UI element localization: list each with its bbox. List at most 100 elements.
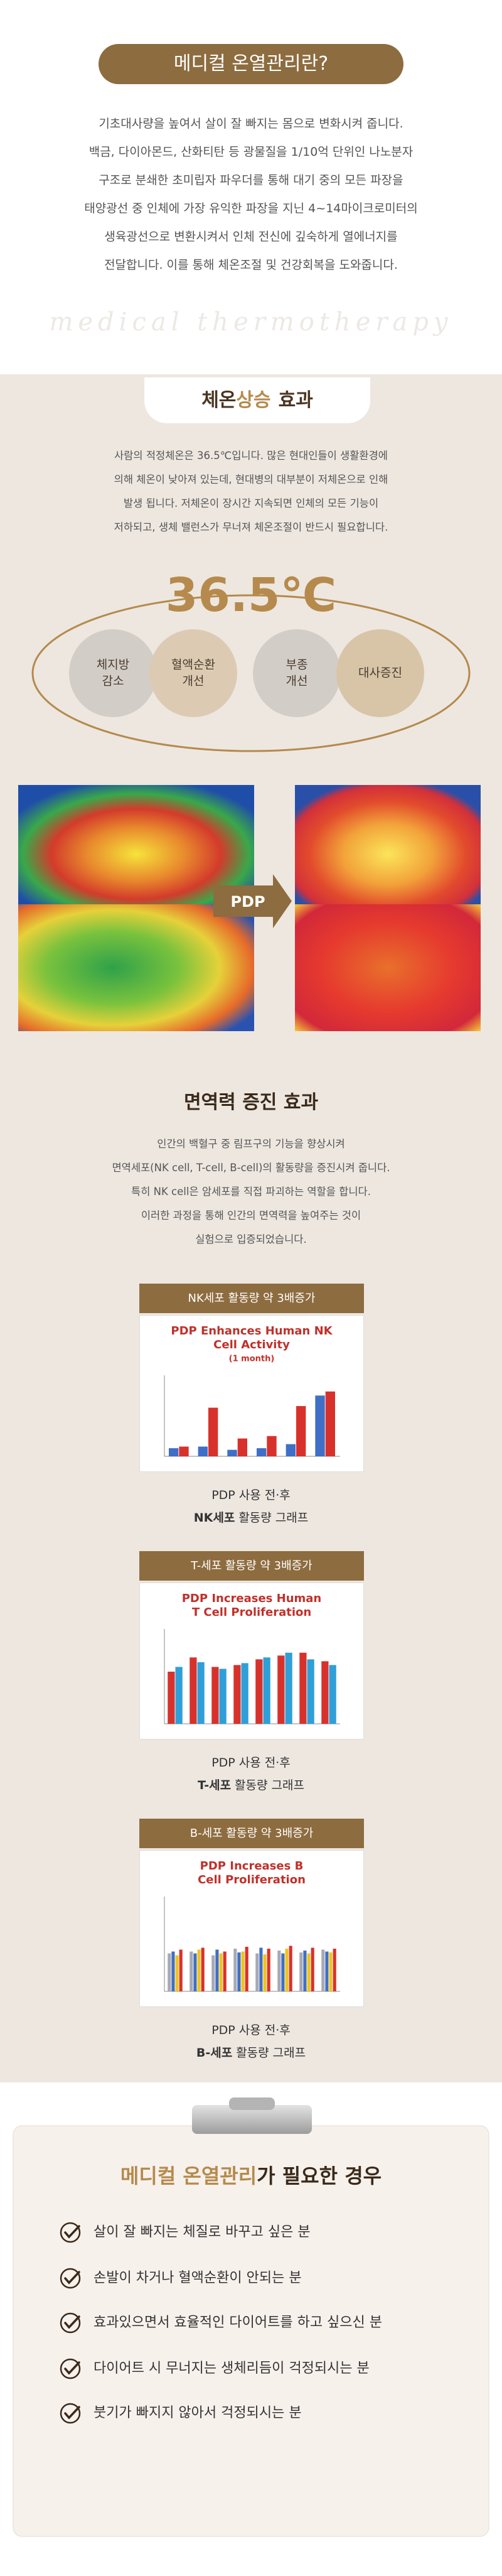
title-highlight: 메디컬 온열관리: [120, 2164, 257, 2188]
chart-title: PDP Increases Human: [182, 1592, 322, 1605]
bar: [190, 1951, 193, 1991]
chart-caption: B-세포 활동량 그래프: [0, 2043, 502, 2060]
bar: [237, 1952, 241, 1991]
chart-caption: PDP 사용 전·후: [211, 2023, 291, 2037]
bar: [241, 1663, 248, 1724]
bar: [286, 1444, 296, 1456]
cases-title: 메디컬 온열관리가 필요한 경우: [0, 2160, 502, 2189]
title-part: 효과: [278, 389, 313, 411]
bar: [321, 1949, 325, 1991]
bar: [281, 1953, 285, 1991]
chart-caption: PDP 사용 전·후: [211, 1756, 291, 1770]
check-mark: [64, 2225, 80, 2239]
bar: [299, 1952, 303, 1991]
paragraph-line: 인간의 백혈구 중 림프구의 기능을 향상시켜: [157, 1138, 345, 1150]
benefit-circle: [149, 629, 237, 717]
bar: [267, 1436, 277, 1456]
check-ring: [60, 2268, 81, 2289]
paragraph-line: 의해 체온이 낮아져 있는데, 현대병의 대부분이 저체온으로 인해: [114, 474, 388, 485]
bar: [329, 1665, 336, 1724]
paragraph-line: 태양광선 중 인체에 가장 유익한 파장을 지닌 4~14마이크로미터의: [84, 202, 418, 215]
bar: [223, 1951, 227, 1991]
chart-title: Cell Proliferation: [198, 1873, 306, 1886]
bar: [198, 1446, 208, 1456]
chart-caption: T-세포 활동량 그래프: [0, 1776, 502, 1793]
bar: [257, 1448, 267, 1456]
bar: [190, 1657, 197, 1724]
case-item: 효과있으면서 효율적인 다이어트를 하고 싶으신 분: [93, 2315, 383, 2330]
caption-bold: T-세포: [198, 1778, 232, 1792]
immunity-title: 면역력 증진 효과: [183, 1091, 319, 1113]
paragraph-line: 사람의 적정체온은 36.5℃입니다. 많은 현대인들이 생활환경에: [114, 450, 388, 462]
bar: [255, 1953, 259, 1991]
check-ring: [60, 2222, 81, 2243]
caption-bold: NK세포: [193, 1511, 235, 1525]
bar: [285, 1652, 292, 1724]
title-part: 체온: [201, 389, 237, 411]
bar: [245, 1947, 248, 1991]
chart-title: Cell Activity: [213, 1338, 290, 1351]
bar: [315, 1395, 325, 1456]
bar: [325, 1951, 329, 1991]
case-item: 붓기가 빠지지 않아서 걱정되시는 분: [93, 2405, 302, 2421]
benefit-label: 개선: [286, 674, 308, 688]
benefit-label: 체지방: [97, 658, 129, 672]
check-mark: [64, 2271, 80, 2285]
bar: [321, 1661, 329, 1724]
bar: [193, 1953, 197, 1991]
chart-title: PDP Enhances Human NK: [171, 1324, 333, 1338]
check-ring: [60, 2403, 81, 2424]
bar: [259, 1947, 263, 1991]
check-mark: [64, 2361, 80, 2375]
chart-title: T Cell Proliferation: [192, 1606, 311, 1619]
chart-header: B-세포 활동량 약 3배증가: [139, 1819, 364, 1848]
bar: [325, 1391, 335, 1456]
temperature-title: 체온상승 효과: [144, 377, 370, 423]
paragraph-line: 특히 NK cell은 암세포를 직접 파괴하는 역할을 합니다.: [131, 1186, 371, 1198]
bar: [175, 1955, 179, 1991]
bar: [171, 1951, 175, 1991]
bar: [179, 1446, 189, 1456]
bar: [329, 1952, 333, 1991]
chart-caption: NK세포 활동량 그래프: [0, 1508, 502, 1525]
paragraph-line: 구조로 분쇄한 초미립자 파우더를 통해 대기 중의 모든 파장을: [99, 173, 403, 187]
bar: [255, 1659, 263, 1724]
bar: [175, 1667, 183, 1724]
bar: [168, 1671, 175, 1724]
chart-title: PDP Increases B: [200, 1859, 304, 1873]
bar: [208, 1407, 218, 1456]
case-item: 다이어트 시 무너지는 생체리듬이 걱정되시는 분: [93, 2361, 370, 2376]
bar: [311, 1947, 314, 1991]
benefit-label: 부종: [286, 658, 308, 672]
benefit-label: 혈액순환: [171, 658, 215, 672]
bar: [168, 1953, 171, 1991]
bar: [285, 1949, 289, 1991]
bar: [296, 1406, 306, 1456]
chart-title: (1 month): [229, 1355, 275, 1364]
paragraph-line: 저하되고, 생체 밸런스가 무너져 체온조절이 반드시 필요합니다.: [114, 521, 388, 533]
chart-caption: PDP 사용 전·후: [211, 1488, 291, 1502]
bar: [289, 1946, 292, 1991]
title-rest: 가 필요한 경우: [257, 2164, 382, 2188]
bar: [211, 1667, 219, 1724]
paragraph-line: 전달합니다. 이를 통해 체온조절 및 건강회복을 도와줍니다.: [104, 258, 398, 272]
check-ring: [60, 2312, 81, 2334]
caption-rest: 활동량 그래프: [235, 1778, 304, 1792]
bar: [179, 1949, 183, 1991]
bar: [219, 1953, 223, 1991]
bar: [263, 1954, 267, 1991]
paragraph-line: 기초대사량을 높여서 살이 잘 빠지는 몸으로 변화시켜 줍니다.: [99, 117, 403, 131]
bar: [201, 1947, 205, 1991]
bar: [227, 1449, 237, 1456]
bar: [237, 1438, 247, 1456]
caption-bold: B-세포: [196, 2046, 233, 2060]
bar: [307, 1659, 314, 1724]
check-ring: [60, 2358, 81, 2379]
bar: [277, 1951, 281, 1991]
chart-header: NK세포 활동량 약 3배증가: [139, 1284, 364, 1313]
paragraph-line: 생육광선으로 변환시켜서 인체 전신에 깊숙하게 열에너지를: [104, 230, 398, 244]
bar: [307, 1953, 311, 1991]
